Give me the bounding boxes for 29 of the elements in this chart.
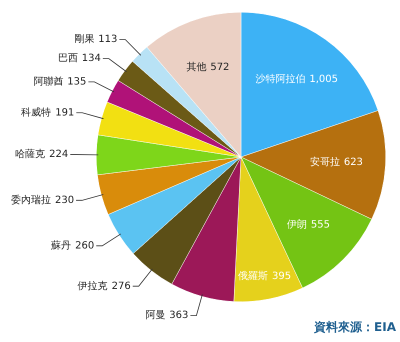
slice-label: 巴西 [58, 53, 78, 64]
slice-label: 蘇丹 [51, 239, 72, 252]
data-label: 572 [210, 62, 230, 73]
slice-label: 俄羅斯 [238, 270, 268, 282]
slice-label: 剛果 [74, 34, 94, 46]
data-label: 1,005 [309, 74, 338, 85]
data-label: 134 [82, 53, 101, 64]
slice-label: 伊朗 [286, 218, 307, 230]
slice-label: 哈薩克 [15, 148, 46, 160]
slice-label: 安哥拉 [310, 156, 340, 168]
source-note: 資料來源：EIA [314, 319, 396, 336]
data-label: 113 [98, 34, 118, 46]
slice-label: 科威特 [21, 106, 52, 118]
slice-label: 沙特阿拉伯 [255, 72, 306, 85]
data-label: 135 [67, 76, 86, 88]
slice-label: 阿聯酋 [33, 75, 64, 88]
slice-label: 伊拉克 [78, 280, 108, 292]
data-label: 395 [272, 270, 292, 282]
data-label: 230 [54, 194, 74, 206]
data-label: 276 [112, 280, 131, 292]
slice-label: 阿曼 [145, 310, 166, 322]
slice-label: 其他 [186, 60, 206, 73]
data-label: 260 [75, 240, 94, 252]
data-label: 623 [344, 157, 363, 168]
data-label: 555 [310, 219, 330, 230]
data-label: 363 [169, 310, 188, 322]
data-label: 224 [49, 149, 68, 160]
slice-label: 委內瑞拉 [10, 194, 51, 206]
data-label: 191 [55, 107, 74, 118]
